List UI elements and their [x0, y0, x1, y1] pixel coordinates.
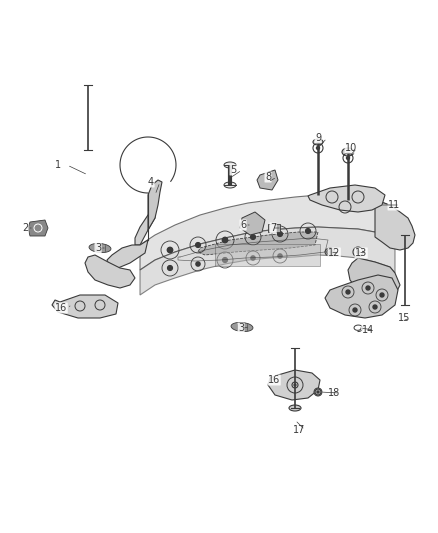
- Ellipse shape: [224, 182, 236, 188]
- Circle shape: [168, 265, 173, 270]
- Circle shape: [306, 229, 311, 233]
- Text: 7: 7: [270, 223, 276, 233]
- Text: 15: 15: [398, 313, 410, 323]
- Ellipse shape: [314, 388, 322, 396]
- Ellipse shape: [313, 139, 323, 145]
- Circle shape: [196, 243, 201, 247]
- Circle shape: [317, 391, 319, 393]
- Circle shape: [329, 251, 331, 253]
- Text: 6: 6: [240, 220, 246, 230]
- Ellipse shape: [224, 162, 236, 168]
- Text: 1: 1: [55, 160, 61, 170]
- Text: 9: 9: [315, 133, 321, 143]
- Ellipse shape: [231, 322, 253, 332]
- Circle shape: [196, 262, 200, 266]
- Polygon shape: [85, 255, 135, 288]
- Ellipse shape: [289, 405, 301, 411]
- Polygon shape: [308, 185, 385, 212]
- Polygon shape: [107, 240, 148, 268]
- Text: 16: 16: [268, 375, 280, 385]
- Circle shape: [373, 305, 377, 309]
- Text: 3: 3: [95, 243, 101, 253]
- Bar: [268, 224, 280, 232]
- Polygon shape: [140, 195, 395, 270]
- Circle shape: [251, 256, 255, 260]
- Circle shape: [167, 247, 173, 253]
- Polygon shape: [135, 208, 155, 245]
- Text: 11: 11: [388, 200, 400, 210]
- Polygon shape: [52, 295, 118, 318]
- Circle shape: [278, 232, 283, 237]
- Text: 12: 12: [328, 248, 340, 258]
- Text: 2: 2: [22, 223, 28, 233]
- Circle shape: [366, 286, 370, 290]
- Circle shape: [317, 147, 319, 149]
- Circle shape: [346, 290, 350, 294]
- Polygon shape: [140, 227, 395, 295]
- Polygon shape: [268, 370, 320, 400]
- Text: 17: 17: [293, 425, 305, 435]
- Polygon shape: [198, 232, 318, 255]
- Polygon shape: [325, 275, 398, 318]
- Circle shape: [223, 257, 227, 262]
- Ellipse shape: [342, 148, 354, 156]
- Circle shape: [353, 308, 357, 312]
- Text: 16: 16: [55, 303, 67, 313]
- Text: 3: 3: [238, 323, 244, 333]
- Ellipse shape: [325, 248, 335, 256]
- Text: 8: 8: [265, 172, 271, 182]
- Circle shape: [357, 251, 360, 254]
- Polygon shape: [375, 200, 415, 250]
- Polygon shape: [148, 180, 162, 230]
- Circle shape: [251, 235, 255, 239]
- Polygon shape: [348, 258, 400, 300]
- Polygon shape: [240, 212, 265, 235]
- Circle shape: [294, 384, 296, 386]
- Text: 18: 18: [328, 388, 340, 398]
- Polygon shape: [28, 220, 48, 236]
- Text: 10: 10: [345, 143, 357, 153]
- Bar: [215, 244, 320, 266]
- Ellipse shape: [89, 244, 111, 253]
- Circle shape: [223, 237, 228, 243]
- Circle shape: [278, 254, 282, 258]
- Text: 4: 4: [148, 177, 154, 187]
- Circle shape: [346, 157, 350, 159]
- Text: 5: 5: [230, 165, 236, 175]
- Circle shape: [380, 293, 384, 297]
- Text: 13: 13: [355, 248, 367, 258]
- Polygon shape: [257, 170, 278, 190]
- Text: 14: 14: [362, 325, 374, 335]
